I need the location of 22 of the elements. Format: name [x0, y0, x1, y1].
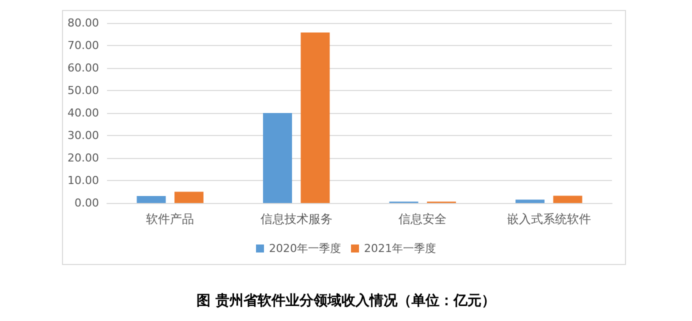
text: 图 贵州省软件业分领域收入情况（单位：亿元） [196, 293, 496, 309]
bar [263, 113, 292, 203]
bar [174, 192, 204, 203]
y-tick-label: 60.00 [68, 62, 99, 74]
y-tick-label: 10.00 [68, 174, 99, 187]
x-tick-label: 信息安全 [398, 212, 447, 226]
bar [300, 32, 330, 203]
y-tick-label: 0.00 [74, 196, 99, 210]
y-tick-label: 30.00 [68, 129, 99, 142]
y-tick-label: 40.00 [68, 106, 99, 120]
legend-label: 2020年一季度 [269, 242, 342, 255]
x-tick-label: 软件产品 [146, 212, 194, 226]
x-tick-label: 信息技术服务 [260, 212, 332, 226]
x-tick-label: 嵌入式系统软件 [506, 212, 591, 226]
y-tick-label: 20.00 [68, 152, 99, 164]
bar [553, 196, 582, 203]
legend-label: 2021年一季度 [364, 242, 436, 255]
y-tick-label: 70.00 [68, 39, 99, 52]
bar [516, 200, 545, 203]
y-tick-label: 50.00 [68, 84, 99, 97]
bar [136, 196, 166, 203]
y-tick-label: 80.00 [68, 16, 99, 30]
